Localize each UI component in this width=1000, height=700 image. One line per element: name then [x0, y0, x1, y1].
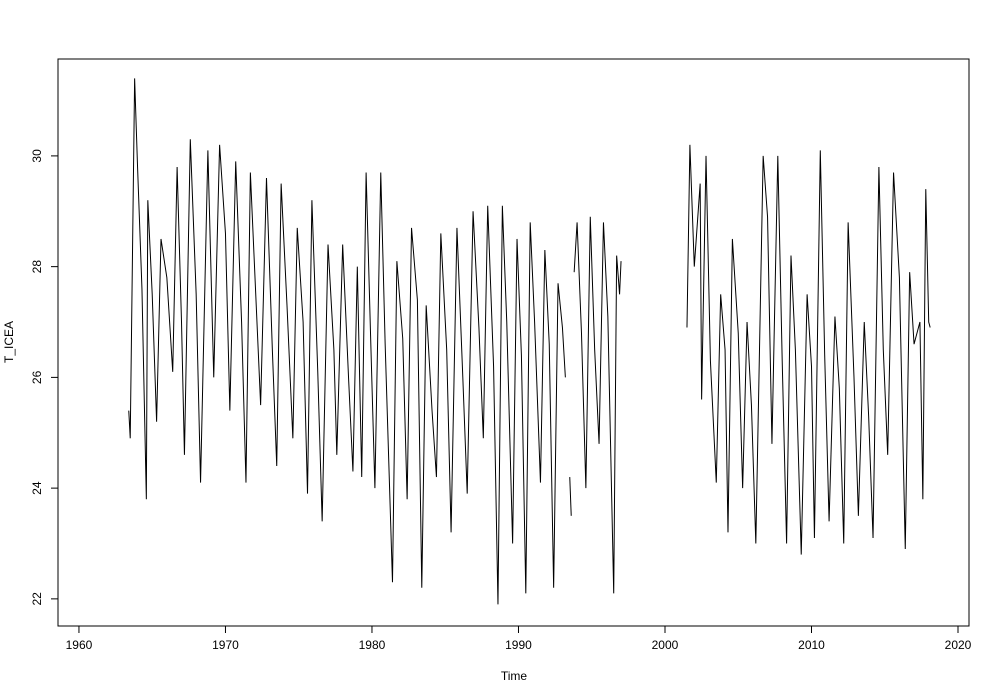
x-tick-label: 2010 [798, 638, 825, 652]
x-tick-label: 1960 [66, 638, 93, 652]
y-tick-label: 22 [30, 592, 44, 606]
x-tick-label: 1980 [359, 638, 386, 652]
y-tick-label: 30 [30, 149, 44, 163]
y-tick-label: 26 [30, 370, 44, 384]
y-tick-label: 28 [30, 260, 44, 274]
data-line [128, 78, 566, 605]
x-tick-label: 2020 [945, 638, 972, 652]
y-tick-label: 24 [30, 481, 44, 495]
x-axis-label: Time [501, 669, 528, 683]
data-line [686, 144, 931, 555]
plot-frame [57, 58, 970, 627]
x-tick-label: 1970 [212, 638, 239, 652]
data-line [569, 477, 572, 516]
y-axis-label: T_ICEA [2, 321, 16, 363]
data-line [573, 216, 622, 594]
x-tick-label: 1990 [505, 638, 532, 652]
x-tick-label: 2000 [652, 638, 679, 652]
